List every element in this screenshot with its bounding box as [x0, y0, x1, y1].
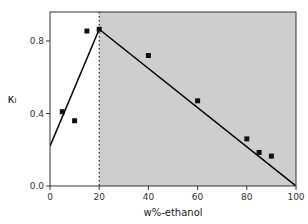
point [60, 109, 65, 114]
point [244, 136, 249, 141]
x-tick [99, 186, 100, 190]
x-tick-label: 20 [93, 192, 105, 202]
x-tick [148, 186, 149, 190]
point [195, 98, 200, 103]
x-axis-label: w%-ethanol [143, 207, 202, 218]
x-tick [296, 186, 297, 190]
y-tick [46, 186, 50, 187]
y-tick-label: 0.0 [30, 181, 45, 191]
y-axis-label: κₗ [7, 92, 16, 106]
line [50, 29, 99, 146]
point [72, 118, 77, 123]
chart: 0 20 40 60 80 100 0.0 0.4 0.8 w%-ethanol κₗ [0, 0, 308, 224]
x-tick [50, 186, 51, 190]
point [97, 27, 102, 32]
x-tick-label: 100 [287, 192, 304, 202]
x-tick-label: 40 [143, 192, 155, 202]
x-tick [197, 186, 198, 190]
x-tick-label: 0 [47, 192, 53, 202]
shaded-region [99, 12, 296, 186]
y-tick-label: 0.4 [30, 109, 45, 119]
plot-area [50, 12, 296, 186]
y-tick-label: 0.8 [30, 36, 45, 46]
y-tick [46, 113, 50, 114]
x-tick-label: 80 [241, 192, 253, 202]
x-tick [246, 186, 247, 190]
point [269, 154, 274, 159]
y-tick [46, 41, 50, 42]
x-tick-label: 60 [192, 192, 204, 202]
line [99, 29, 296, 186]
vertical-line [99, 12, 100, 186]
point [146, 53, 151, 58]
point [84, 29, 89, 34]
plot-background [50, 12, 296, 186]
point [257, 150, 262, 155]
plot-frame [50, 12, 296, 186]
